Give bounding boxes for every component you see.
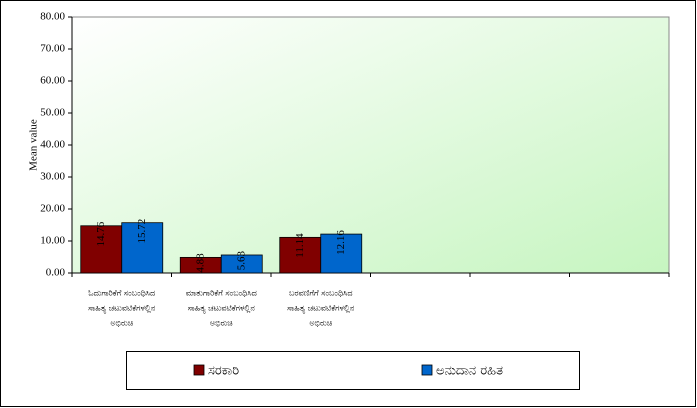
y-tick-label: 40.00 xyxy=(40,139,65,151)
x-tick-label: ಅಭಿರುಚಿ xyxy=(210,319,233,328)
x-tick-label: ಓದುಗಾರಿಕೆಗೆ ಸಂಬಂಧಿಸಿದ xyxy=(88,289,155,298)
bar xyxy=(220,254,263,274)
y-tick-label: 60.00 xyxy=(40,75,65,87)
y-tick-label: 50.00 xyxy=(40,107,65,119)
y-tick-label: 30.00 xyxy=(40,171,65,183)
x-tick-label: ಸಾಹಿತ್ಯ ಚಟುವಟಿಕೆಗಳಲ್ಲಿನ xyxy=(88,304,156,314)
legend-label: ಸರಕಾರಿ xyxy=(208,364,239,379)
x-tick-label: ಮಾತುಗಾರಿಕೆಗೆ ಸಂಬಂಧಿಸಿದ xyxy=(186,289,257,298)
x-tick-label: ಅಭಿರುಚಿ xyxy=(309,319,332,328)
x-tick-label: ಸಾಹಿತ್ಯ ಚಟುವಟಿಕೆಗಳಲ್ಲಿನ xyxy=(287,304,355,314)
legend-swatch xyxy=(421,364,433,376)
y-axis-title: Mean value xyxy=(28,119,40,171)
legend-label: ಅನುದಾನ ರಹಿತ xyxy=(436,364,503,379)
value-label: 14.76 xyxy=(95,221,107,246)
y-tick-label: 70.00 xyxy=(40,43,65,55)
bar xyxy=(80,225,123,274)
y-tick-label: 10.00 xyxy=(40,235,65,247)
bar xyxy=(279,236,322,274)
x-tick-label: ಬರವಣಿಗೆಗೆ ಸಂಬಂಧಿಸಿದ xyxy=(289,289,353,298)
bar xyxy=(320,233,363,274)
value-label: 4.88 xyxy=(194,253,206,273)
y-tick-label: 20.00 xyxy=(40,203,65,215)
value-label: 15.72 xyxy=(136,219,148,244)
y-tick-label: 80.00 xyxy=(40,11,65,23)
x-tick-label: ಅಭಿರುಚಿ xyxy=(110,319,133,328)
y-tick-label: 0.00 xyxy=(46,267,66,279)
value-label: 11.14 xyxy=(294,233,306,258)
legend-swatch xyxy=(193,364,205,376)
value-label: 5.63 xyxy=(235,250,247,270)
plot-area xyxy=(71,16,670,274)
value-label: 12.16 xyxy=(335,230,347,255)
bar xyxy=(121,222,164,274)
x-tick-label: ಸಾಹಿತ್ಯ ಚಟುವಟಿಕೆಗಳಲ್ಲಿನ xyxy=(188,304,256,314)
